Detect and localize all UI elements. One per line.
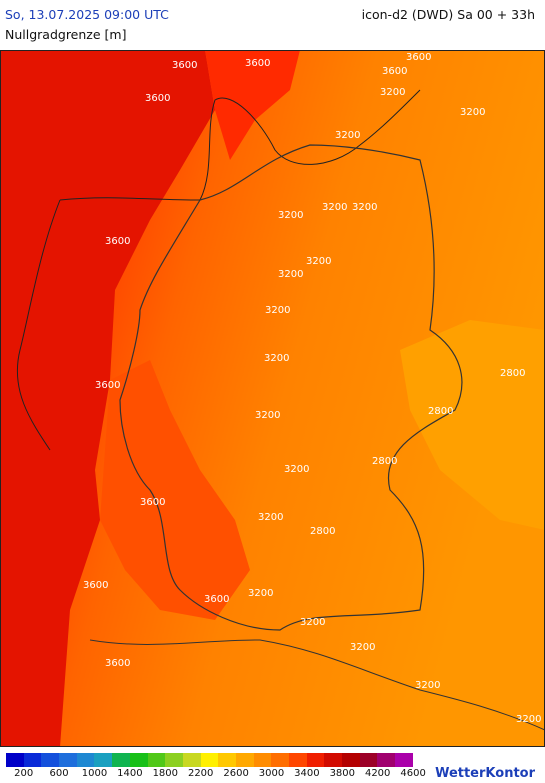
scale-swatch [235, 753, 254, 767]
scale-swatch [182, 753, 201, 767]
contour-label: 2800 [372, 456, 397, 467]
alps-border [89, 639, 545, 731]
scale-swatch [41, 753, 60, 767]
scale-swatch [59, 753, 77, 767]
scale-swatch [271, 753, 289, 767]
contour-label: 3200 [278, 210, 303, 221]
contour-label: 3600 [140, 497, 165, 508]
scale-swatch [94, 753, 113, 767]
contour-label: 3200 [306, 256, 331, 267]
contour-label: 3600 [204, 594, 229, 605]
scale-tick-label: 3800 [329, 768, 356, 779]
scale-tick-label: 2200 [187, 768, 214, 779]
contour-labels: 3600 3600 3600 3600 3600 3600 3600 3600 … [83, 52, 541, 725]
scale-swatch [218, 753, 236, 767]
scale-swatch [147, 753, 166, 767]
mid-freezing-zone [100, 360, 250, 620]
contour-label: 3200 [415, 680, 440, 691]
scale-tick-label: 3000 [258, 768, 285, 779]
contour-label: 3600 [105, 658, 130, 669]
scale-tick-label: 1800 [152, 768, 179, 779]
contour-label: 3600 [105, 236, 130, 247]
contour-label: 2800 [310, 526, 335, 537]
scale-swatch [165, 753, 183, 767]
scale-swatch [324, 753, 343, 767]
model-run: icon-d2 (DWD) Sa 00 + 33h [361, 7, 535, 22]
color-scale [6, 753, 413, 767]
scale-swatch [342, 753, 360, 767]
contour-label: 3200 [352, 202, 377, 213]
contour-label: 3600 [245, 58, 270, 69]
contour-label: 3600 [406, 52, 431, 63]
scale-swatch [200, 753, 219, 767]
contour-label: 3200 [278, 269, 303, 280]
scale-tick-label: 3400 [294, 768, 320, 779]
scale-swatch [289, 753, 307, 767]
scale-swatch [359, 753, 378, 767]
scale-tick-label: 1000 [81, 768, 108, 779]
contour-label: 3600 [95, 380, 120, 391]
valid-time: So, 13.07.2025 09:00 UTC [5, 7, 169, 22]
contour-label: 3600 [145, 93, 170, 104]
contour-label: 3200 [248, 588, 273, 599]
brand-logo: WetterKontor [435, 766, 535, 781]
contour-label: 3200 [255, 410, 280, 421]
high-freezing-zone-west [0, 50, 215, 747]
scale-ticks: 200 600 1000 1400 1800 2200 2600 3000 3400 3800 42… [0, 768, 545, 782]
scale-tick-label: 200 [14, 768, 34, 779]
scale-swatch [253, 753, 272, 767]
contour-label: 3600 [172, 60, 197, 71]
freezing-level-map: 3600 3600 3600 3600 3600 3600 3600 3600 … [0, 50, 545, 747]
scale-swatch [6, 753, 24, 767]
scale-swatch [23, 753, 42, 767]
contour-label: 2800 [428, 406, 453, 417]
contour-label: 3200 [380, 87, 405, 98]
contour-label: 3600 [83, 580, 108, 591]
scale-tick-label: 600 [49, 768, 69, 779]
contour-label: 3200 [335, 130, 360, 141]
contour-label: 3200 [300, 617, 325, 628]
scale-swatch [395, 753, 413, 767]
scale-swatch [306, 753, 325, 767]
scale-swatch [129, 753, 148, 767]
scale-swatch [112, 753, 130, 767]
contour-label: 2800 [500, 368, 525, 379]
contour-label: 3600 [382, 66, 407, 77]
contour-label: 3200 [264, 353, 289, 364]
contour-label: 3200 [460, 107, 485, 118]
scale-tick-label: 1400 [117, 768, 143, 779]
contour-label: 3200 [322, 202, 347, 213]
high-freezing-zone-north [205, 50, 300, 160]
west-coastline [16, 199, 61, 451]
contour-label: 3200 [350, 642, 375, 653]
scale-swatch [76, 753, 95, 767]
scale-tick-label: 4200 [364, 768, 391, 779]
scale-swatch [377, 753, 396, 767]
parameter-title: Nullgradgrenze [m] [5, 27, 127, 42]
contour-label: 3200 [516, 714, 541, 725]
north-coastline [59, 89, 421, 201]
low-freezing-zone-east [400, 320, 545, 530]
contour-label: 3200 [258, 512, 283, 523]
contour-label: 3200 [265, 305, 290, 316]
germany-border [119, 144, 463, 631]
contour-label: 3200 [284, 464, 309, 475]
scale-tick-label: 2600 [223, 768, 249, 779]
scale-tick-label: 4600 [400, 768, 426, 779]
